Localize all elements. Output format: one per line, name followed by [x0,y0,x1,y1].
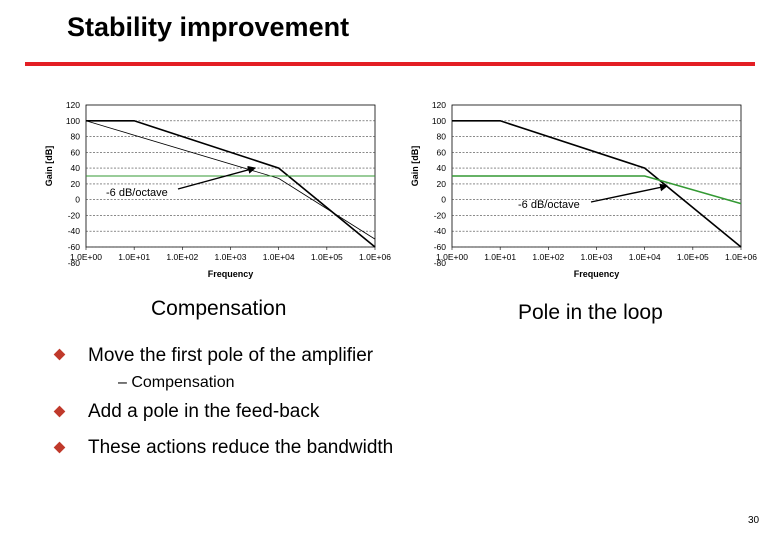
chart-compensation: 120 100 80 60 40 20 0 -20 -40 -60 -801.0E+00 1.0E+0… [44,100,391,279]
slope-annotation: -6 dB/octave [106,187,168,199]
x-tick-label: 1.0E+00 [70,252,102,262]
x-tick-label: 1.0E+06 [359,252,391,262]
title-divider [25,62,755,66]
x-axis-label: Frequency [208,269,254,279]
series-line [452,175,742,205]
bullet-icon [53,441,66,454]
annotation-arrow [590,183,668,203]
x-tick-label: 1.0E+02 [532,252,564,262]
series-line [452,119,742,248]
caption-pole-in-loop: Pole in the loop [518,301,663,324]
page-number: 30 [748,515,760,526]
bullet-icon [53,405,66,418]
sub-bullet-text: – Compensation [118,374,235,391]
y-tick-label: 120 [432,100,446,110]
series-line [86,119,376,248]
y-tick-label: 40 [71,163,81,173]
y-tick-label: 100 [66,116,80,126]
x-tick-label: 1.0E+02 [166,252,198,262]
y-tick-label: -60 [434,242,447,252]
y-tick-label: 20 [437,179,447,189]
y-tick-label: -80 [434,258,447,268]
y-tick-label: 100 [432,116,446,126]
x-tick-label: 1.0E+01 [484,252,516,262]
caption-compensation: Compensation [151,297,287,320]
y-tick-label: 0 [75,195,80,205]
x-tick-label: 1.0E+03 [581,252,613,262]
x-tick-label: 1.0E+06 [725,252,757,262]
bullet-text: Add a pole in the feed-back [88,401,320,422]
y-axis-label: Gain [dB] [44,146,54,187]
y-tick-label: -20 [68,210,81,220]
y-tick-label: -60 [68,242,81,252]
bullet-icon [53,348,66,361]
y-tick-label: 60 [437,147,447,157]
y-tick-label: 60 [71,147,81,157]
x-tick-label: 1.0E+03 [215,252,247,262]
annotation-arrow [177,165,256,190]
slide-title: Stability improvement [67,12,350,42]
x-tick-label: 1.0E+04 [263,252,295,262]
bullet-text: Move the first pole of the amplifier [88,345,374,366]
y-tick-label: 40 [437,163,447,173]
series-line [85,120,376,240]
x-tick-label: 1.0E+01 [118,252,150,262]
x-axis-label: Frequency [574,269,620,279]
y-axis-label: Gain [dB] [410,146,420,187]
y-tick-label: 20 [71,179,81,189]
x-tick-label: 1.0E+05 [311,252,343,262]
y-tick-label: -40 [434,226,447,236]
slope-annotation: -6 dB/octave [518,199,580,211]
y-tick-label: 80 [437,132,447,142]
y-tick-label: -80 [68,258,81,268]
y-tick-label: -20 [434,210,447,220]
y-tick-label: 80 [71,132,81,142]
y-tick-label: 120 [66,100,80,110]
x-tick-label: 1.0E+00 [436,252,468,262]
x-tick-label: 1.0E+05 [677,252,709,262]
y-tick-label: -40 [68,226,81,236]
bullet-text: These actions reduce the bandwidth [88,437,394,458]
x-tick-label: 1.0E+04 [629,252,661,262]
y-tick-label: 0 [441,195,446,205]
chart-pole-in-loop: 120 100 80 60 40 20 0 -20 -40 -60 -801.0E+00 1.0E+0… [410,100,757,279]
